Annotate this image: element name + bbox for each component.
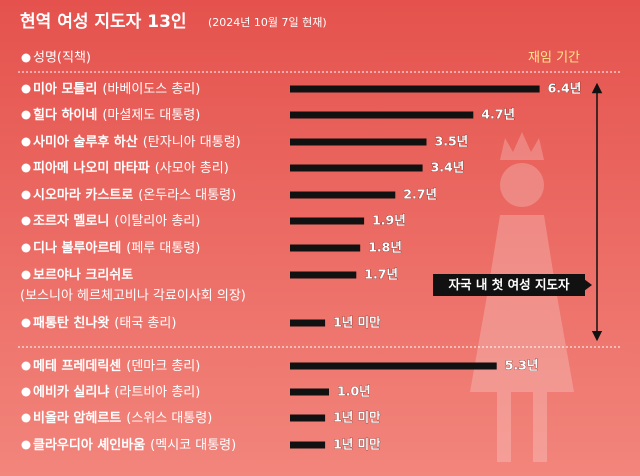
leader-role: (탄자니아 대통령) — [143, 135, 241, 150]
bullet — [21, 318, 31, 328]
bar — [290, 414, 326, 422]
bar — [290, 271, 357, 279]
bullet — [21, 387, 31, 397]
value-label: 6.4년 — [548, 81, 582, 96]
row-label: 에비카 실리냐 (라트비아 총리) — [33, 384, 200, 400]
value-label: 1년 미만 — [333, 410, 381, 425]
leader-role: (페루 대통령) — [126, 241, 200, 256]
row-label: 메테 프레데릭센 (덴마크 총리) — [33, 358, 200, 374]
bullet — [21, 413, 31, 423]
row-label: 패통탄 친나왓 (태국 총리) — [33, 315, 176, 331]
row-label: 디나 볼루아르테 (페루 대통령) — [33, 240, 200, 256]
value-label: 1.8년 — [368, 240, 402, 255]
row-label: 피아메 나오미 마타파 (사모아 총리) — [33, 160, 229, 176]
value-label: 5.3년 — [505, 358, 539, 373]
leader-role: (태국 총리) — [114, 316, 176, 331]
value-label: 3.4년 — [431, 160, 465, 175]
value-label: 2.7년 — [403, 187, 437, 202]
chart-subtitle: (2024년 10월 7일 현재) — [208, 15, 327, 29]
value-label: 1년 미만 — [333, 437, 381, 452]
value-label: 1년 미만 — [333, 315, 381, 330]
column-label: 성명(직책) — [33, 51, 91, 66]
bar — [290, 85, 540, 93]
leader-name: 사미아 술루후 하산 — [33, 134, 138, 150]
callout-box — [433, 274, 585, 296]
bullet — [21, 243, 31, 253]
leader-role: (스위스 대통령) — [126, 411, 212, 426]
bar — [290, 191, 396, 199]
leader-role: (사모아 총리) — [155, 161, 229, 176]
row-label: 사미아 술루후 하산 (탄자니아 대통령) — [33, 134, 241, 150]
value-label: 4.7년 — [481, 107, 515, 122]
bullet — [21, 440, 31, 450]
leader-name: 보르야나 크리쉬토 — [33, 267, 133, 283]
row-label: 조르자 멜로니 (이탈리아 총리) — [33, 214, 200, 229]
bar — [290, 217, 365, 225]
bar — [290, 244, 361, 252]
leader-name: 메테 프레데릭센 — [33, 358, 121, 374]
value-label: 3.5년 — [435, 134, 469, 149]
leader-name: 시오마라 카스트로 — [33, 187, 133, 203]
bullet — [21, 270, 31, 280]
row-label: 클라우디아 셰인바움 (멕시코 대통령) — [33, 437, 236, 453]
leader-silhouette — [470, 132, 574, 462]
bullet — [21, 110, 31, 120]
leader-role: (이탈리아 총리) — [114, 214, 200, 229]
leader-name: 미아 모틀리 — [33, 81, 97, 97]
row-label: 보르야나 크리쉬토 — [33, 267, 133, 283]
bullet — [21, 84, 31, 94]
bar — [290, 164, 423, 172]
value-label: 1.0년 — [337, 384, 371, 399]
bullet — [21, 361, 31, 371]
bullet — [21, 163, 31, 173]
bar — [290, 111, 474, 119]
annotation: 자국 내 첫 여성 지도자 — [449, 277, 570, 292]
value-axis-label: 재임 기간 — [528, 51, 580, 66]
bullet — [21, 216, 31, 226]
row-label: 힐다 하이네 (마셜제도 대통령) — [33, 107, 200, 123]
bar — [290, 138, 427, 146]
bar — [290, 388, 329, 396]
bar — [290, 319, 326, 327]
bar — [290, 362, 497, 370]
bullet — [21, 137, 31, 147]
row-label: 미아 모틀리 (바베이도스 총리) — [33, 81, 200, 97]
leader-name: 조르자 멜로니 — [33, 214, 109, 229]
leader-role: (마셜제도 대통령) — [102, 108, 200, 123]
chart-title: 현역 여성 지도자 13인 — [20, 12, 187, 32]
leader-name: 힐다 하이네 — [33, 107, 97, 123]
bar — [290, 441, 326, 449]
leader-name: 비올라 암헤르트 — [33, 410, 121, 426]
bullet — [21, 53, 31, 63]
leader-name: 에비카 실리냐 — [33, 384, 109, 400]
value-label: 1.9년 — [372, 213, 406, 228]
value-label: 1.7년 — [364, 267, 398, 282]
row-label: 비올라 암헤르트 (스위스 대통령) — [33, 410, 212, 426]
leader-role: (멕시코 대통령) — [150, 438, 236, 453]
leader-name: 피아메 나오미 마타파 — [33, 160, 150, 176]
bullet — [21, 190, 31, 200]
callout-pointer — [584, 279, 592, 291]
leader-role: (온두라스 대통령) — [138, 188, 236, 203]
leader-role: (보스니아 헤르체고비나 각료이사회 의장) — [20, 289, 246, 304]
leader-name: 클라우디아 셰인바움 — [33, 437, 145, 453]
leader-role: (덴마크 총리) — [126, 359, 200, 374]
leader-role: (라트비아 총리) — [114, 385, 200, 400]
row-label: 시오마라 카스트로 (온두라스 대통령) — [33, 187, 236, 203]
leader-role: (바베이도스 총리) — [102, 82, 200, 97]
leader-name: 디나 볼루아르테 — [33, 240, 121, 256]
leader-name: 패통탄 친나왓 — [33, 315, 109, 331]
